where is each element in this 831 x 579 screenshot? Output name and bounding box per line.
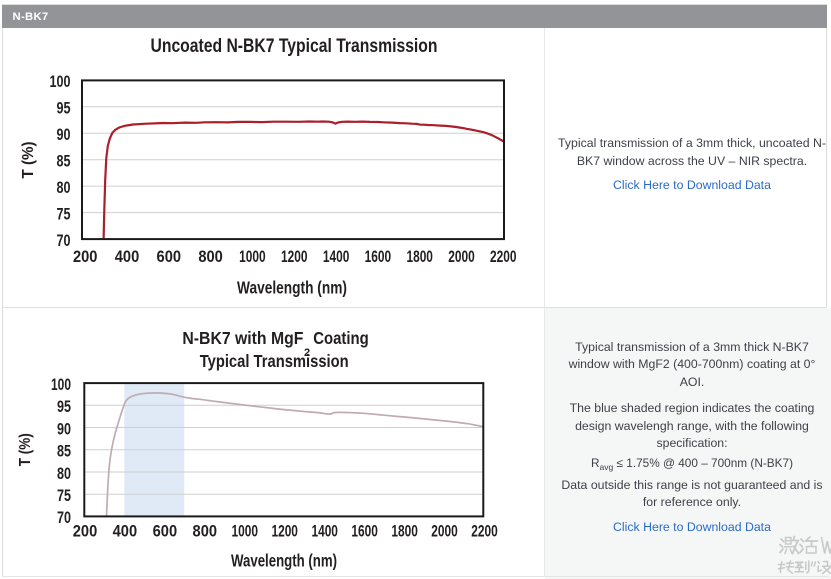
- svg-text:400: 400: [113, 522, 138, 541]
- svg-text:100: 100: [50, 72, 71, 91]
- svg-text:1600: 1600: [351, 522, 378, 541]
- svg-text:2200: 2200: [490, 247, 517, 266]
- svg-text:200: 200: [73, 247, 98, 266]
- svg-text:1400: 1400: [323, 247, 350, 266]
- svg-text:2200: 2200: [471, 522, 498, 541]
- svg-text:75: 75: [57, 204, 71, 223]
- svg-text:1200: 1200: [281, 247, 308, 266]
- svg-text:400: 400: [115, 247, 140, 266]
- svg-text:N-BK7 with MgF: N-BK7 with MgF: [182, 328, 303, 348]
- svg-text:2: 2: [304, 347, 310, 359]
- svg-text:2000: 2000: [431, 522, 458, 541]
- svg-text:800: 800: [193, 522, 218, 541]
- svg-text:Wavelength (nm): Wavelength (nm): [237, 278, 347, 298]
- svg-text:70: 70: [57, 509, 71, 527]
- svg-text:800: 800: [198, 247, 223, 266]
- svg-text:75: 75: [57, 487, 71, 505]
- svg-text:1600: 1600: [365, 247, 392, 266]
- svg-text:1400: 1400: [311, 522, 338, 541]
- svg-text:T (%): T (%): [20, 142, 37, 179]
- svg-text:1800: 1800: [391, 522, 418, 541]
- svg-text:85: 85: [57, 443, 71, 461]
- svg-text:80: 80: [57, 465, 71, 483]
- svg-text:T (%): T (%): [17, 433, 34, 466]
- svg-text:85: 85: [57, 152, 71, 171]
- svg-text:600: 600: [157, 247, 182, 266]
- svg-text:1800: 1800: [406, 247, 433, 266]
- svg-text:95: 95: [57, 99, 71, 118]
- svg-text:100: 100: [51, 376, 71, 394]
- svg-text:80: 80: [57, 178, 71, 197]
- svg-text:2000: 2000: [448, 247, 475, 266]
- svg-text:Wavelength (nm): Wavelength (nm): [231, 551, 337, 571]
- svg-text:Coating: Coating: [313, 328, 369, 348]
- svg-text:95: 95: [57, 398, 71, 416]
- svg-text:1000: 1000: [239, 247, 266, 266]
- svg-text:1000: 1000: [232, 522, 259, 541]
- svg-text:200: 200: [73, 522, 98, 541]
- svg-text:Uncoated N-BK7 Typical Transmi: Uncoated N-BK7 Typical Transmission: [151, 36, 438, 57]
- svg-text:600: 600: [153, 522, 178, 541]
- svg-text:90: 90: [57, 420, 71, 438]
- svg-text:Typical Transmission: Typical Transmission: [200, 351, 349, 371]
- svg-text:1200: 1200: [271, 522, 298, 541]
- svg-text:70: 70: [57, 231, 71, 250]
- svg-text:90: 90: [57, 125, 71, 144]
